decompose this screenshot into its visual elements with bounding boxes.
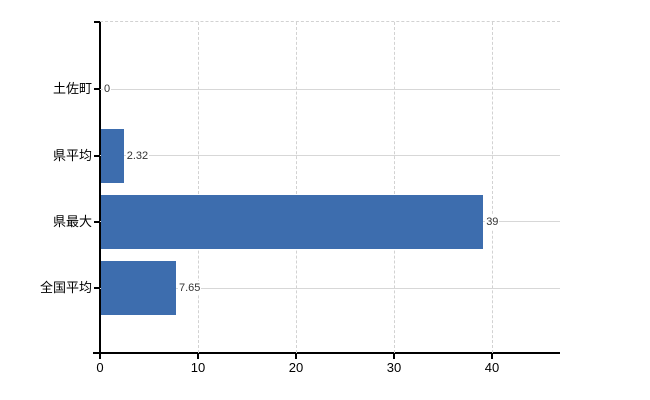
gridline-horizontal	[100, 88, 560, 90]
x-tick-label: 40	[484, 360, 500, 375]
bar-value-label: 39	[485, 214, 500, 229]
y-tick-mark	[94, 154, 100, 157]
x-tick-mark	[393, 353, 395, 359]
category-label: 県平均	[52, 147, 92, 163]
gridline-horizontal	[100, 287, 560, 289]
y-tick-mark	[94, 287, 100, 289]
bar-value-label: 7.65	[177, 281, 202, 295]
bar	[101, 261, 176, 315]
x-tick-label: 0	[96, 360, 104, 375]
gridline-vertical	[393, 22, 395, 353]
x-tick-label: 20	[288, 360, 304, 375]
category-label: 全国平均	[39, 280, 92, 295]
bar-value-label: 2.32	[125, 148, 150, 163]
y-axis-line	[99, 22, 101, 353]
category-label: 県最大	[52, 213, 92, 229]
y-tick-mark	[94, 88, 100, 90]
gridline-vertical	[295, 22, 297, 353]
category-label: 土佐町	[52, 81, 92, 96]
x-axis-line	[93, 352, 560, 354]
gridline-vertical	[491, 22, 493, 353]
x-tick-label: 10	[190, 360, 206, 375]
bar-value-label: 0	[103, 82, 112, 96]
x-tick-mark	[295, 353, 297, 359]
x-tick-label: 30	[386, 360, 402, 375]
plot-top-border	[100, 21, 560, 22]
bar	[101, 128, 124, 183]
gridline-horizontal	[100, 155, 560, 156]
x-tick-mark	[491, 353, 493, 359]
x-tick-mark	[197, 353, 199, 359]
bar	[101, 194, 484, 249]
y-tick-mark	[94, 21, 100, 23]
gridline-vertical	[197, 22, 199, 353]
x-tick-mark	[99, 353, 101, 359]
y-tick-mark	[94, 220, 100, 223]
